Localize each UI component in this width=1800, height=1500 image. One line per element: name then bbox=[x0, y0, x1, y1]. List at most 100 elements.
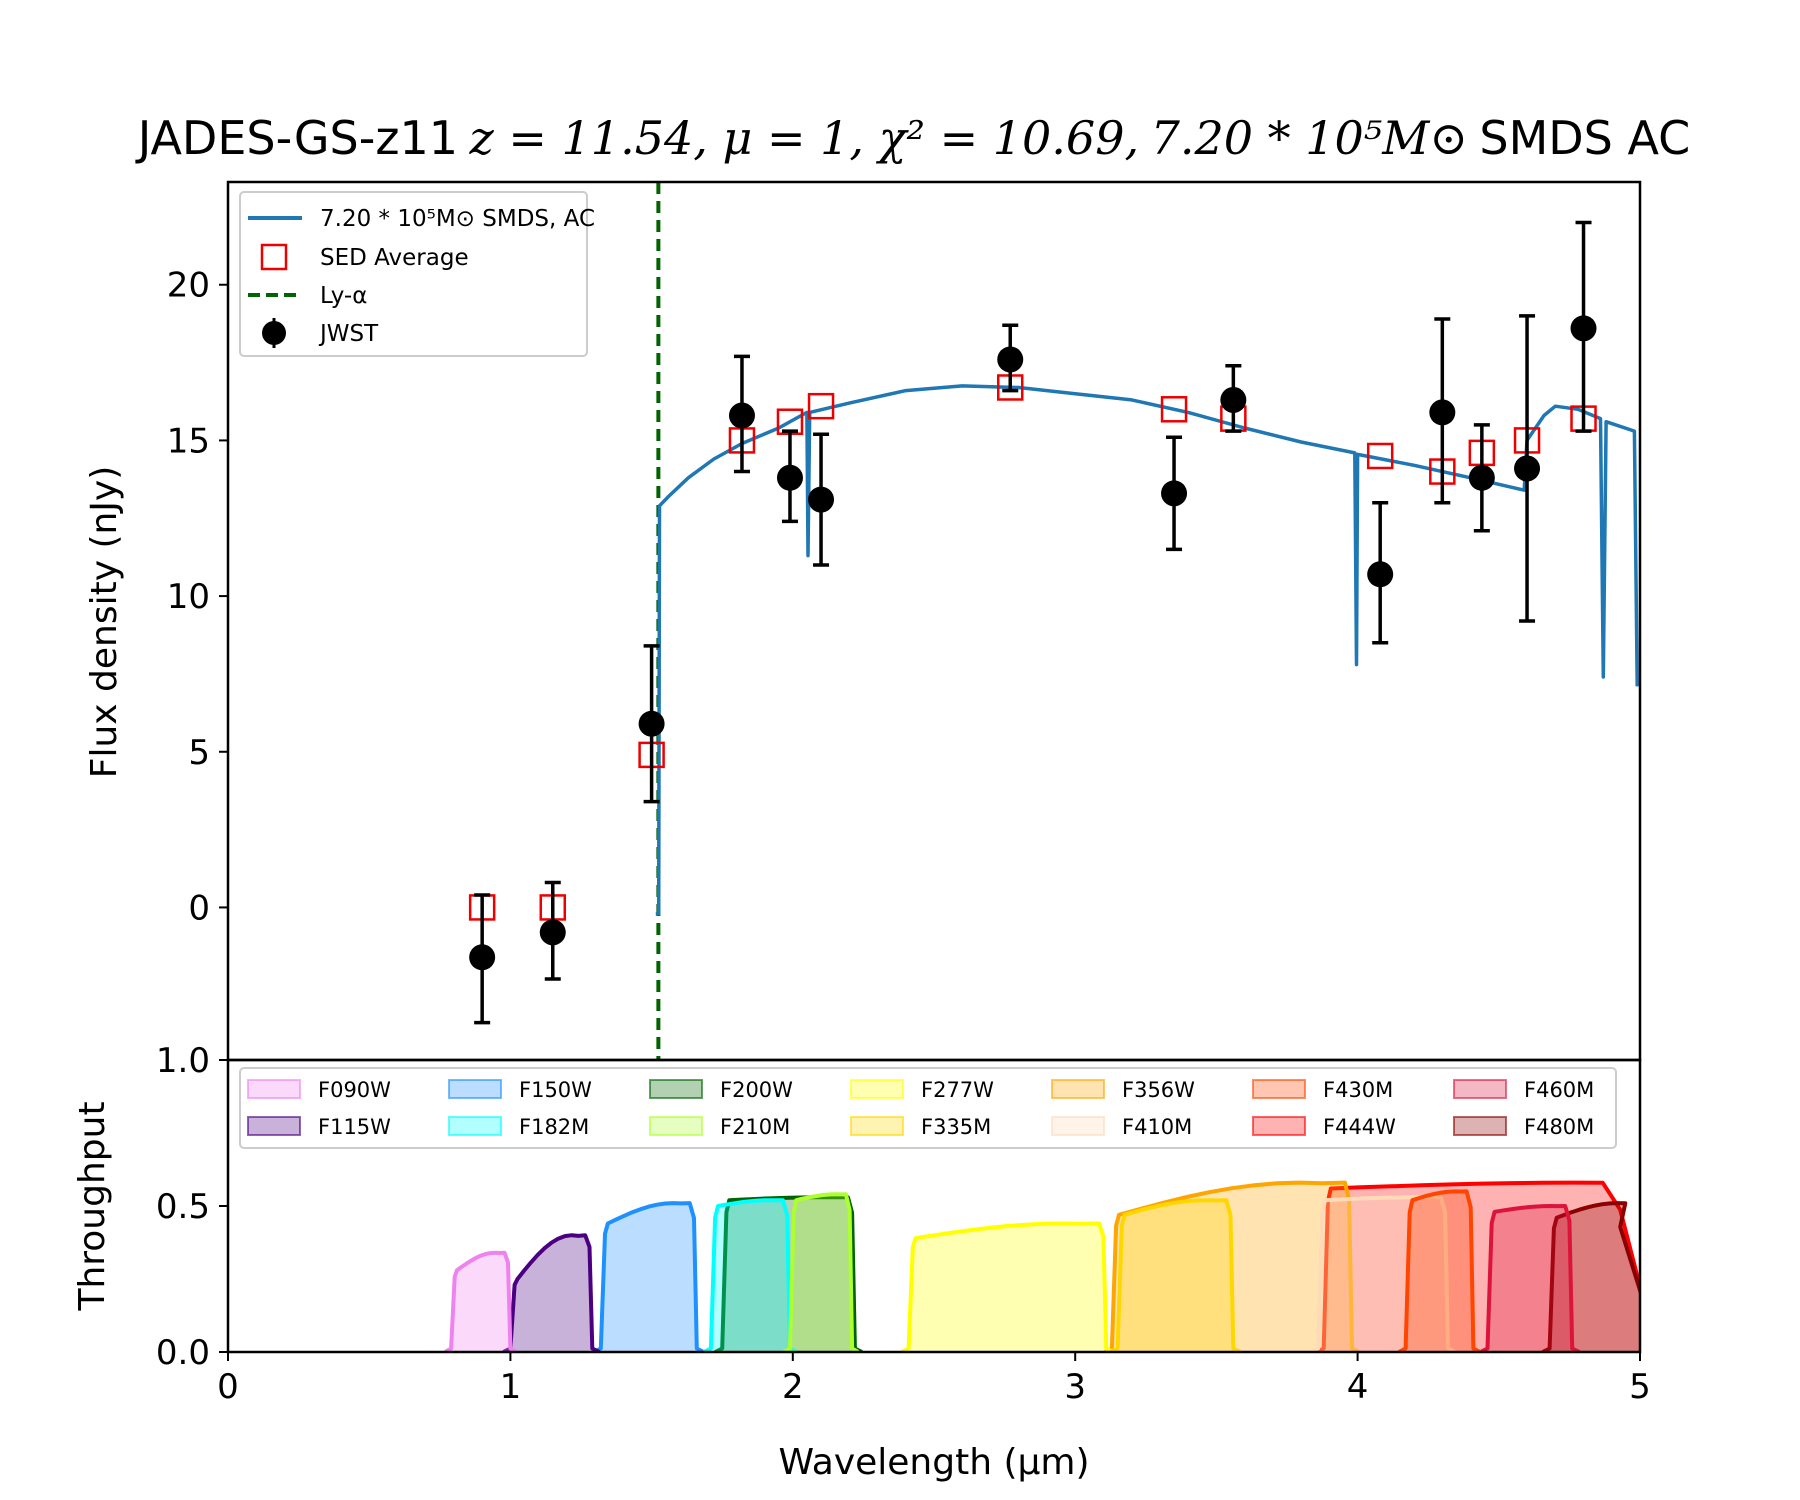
y-tick-label-top: 5 bbox=[188, 733, 210, 773]
jwst-point bbox=[1429, 399, 1456, 426]
filter-area-f150w bbox=[593, 1203, 704, 1352]
filter-area-f460m bbox=[1480, 1206, 1580, 1352]
filter-legend-swatch bbox=[448, 1079, 502, 1099]
x-tick-label: 2 bbox=[782, 1367, 804, 1407]
chart-title: JADES-GS-z11 z = 11.54, μ = 1, χ² = 10.6… bbox=[135, 111, 1691, 165]
filter-area-f480m bbox=[1542, 1203, 1640, 1352]
legend-jwst-marker bbox=[262, 321, 286, 345]
filter-area-f444w bbox=[1316, 1182, 1640, 1352]
title-object: JADES-GS-z11 bbox=[135, 111, 458, 165]
jwst-point bbox=[1161, 480, 1188, 507]
filter-area-f210m bbox=[783, 1194, 859, 1352]
y-tick-label-bottom: 0.5 bbox=[156, 1187, 210, 1227]
filter-area-f335m bbox=[1110, 1200, 1241, 1352]
jwst-point bbox=[638, 710, 665, 737]
filter-legend-label: F480M bbox=[1524, 1115, 1594, 1139]
x-tick-label: 3 bbox=[1064, 1367, 1086, 1407]
sed-average-marker bbox=[1160, 396, 1188, 423]
y-axis-label-bottom: Throughput bbox=[72, 1101, 113, 1311]
x-tick-label: 1 bbox=[500, 1367, 522, 1407]
filter-legend-label: F182M bbox=[519, 1115, 589, 1139]
filter-legend-label: F150W bbox=[519, 1078, 592, 1102]
title-mass: 7.20 * 10⁵M⊙ bbox=[1151, 111, 1468, 165]
filter-legend-swatch bbox=[649, 1079, 703, 1099]
filter-curve-f480m bbox=[1541, 1201, 1640, 1352]
filter-area-f277w bbox=[901, 1223, 1114, 1352]
filter-curve-f115w bbox=[502, 1233, 601, 1352]
filter-area-f430m bbox=[1398, 1191, 1481, 1352]
title-model: SMDS AC bbox=[1479, 111, 1690, 165]
filter-legend-swatch bbox=[1453, 1079, 1507, 1099]
legend-jwst-label: JWST bbox=[318, 321, 379, 347]
jwst-point bbox=[1220, 386, 1247, 413]
filter-area-f182m bbox=[703, 1200, 797, 1352]
filter-legend-swatch bbox=[247, 1079, 301, 1099]
jwst-point bbox=[1570, 315, 1597, 342]
filter-curve-f335m bbox=[1109, 1198, 1242, 1352]
x-tick-label: 4 bbox=[1347, 1367, 1369, 1407]
jwst-point bbox=[776, 464, 803, 491]
filter-curve-f356w bbox=[1104, 1180, 1360, 1352]
filter-curve-f460m bbox=[1479, 1204, 1581, 1352]
filter-legend-frame bbox=[239, 1067, 1617, 1149]
filter-legend-label: F444W bbox=[1323, 1115, 1396, 1139]
title-fit: z = 11.54, μ = 1, χ² = 10.69, bbox=[469, 111, 1140, 165]
filter-curve-f444w bbox=[1315, 1180, 1640, 1352]
y-tick-label-bottom: 1.0 bbox=[156, 1041, 210, 1081]
filter-curve-f210m bbox=[782, 1192, 860, 1352]
legend-model-label: 7.20 * 10⁵M⊙ SMDS, AC bbox=[320, 206, 595, 232]
filter-legend-label: F460M bbox=[1524, 1078, 1594, 1102]
filter-legend-label: F356W bbox=[1122, 1078, 1195, 1102]
filter-area-f410m bbox=[1311, 1197, 1455, 1352]
y-tick-label-top: 10 bbox=[167, 577, 210, 617]
jwst-point bbox=[808, 486, 835, 513]
x-tick-label: 5 bbox=[1629, 1367, 1651, 1407]
filter-legend-label: F335M bbox=[921, 1115, 991, 1139]
x-tick-label: 0 bbox=[217, 1367, 239, 1407]
filter-legend-swatch bbox=[1051, 1116, 1105, 1136]
jwst-point bbox=[997, 346, 1024, 373]
jwst-point bbox=[728, 402, 755, 429]
filter-legend-swatch bbox=[448, 1116, 502, 1136]
filter-legend-label: F200W bbox=[720, 1078, 793, 1102]
filter-legend-label: F210M bbox=[720, 1115, 790, 1139]
filter-legend-swatch bbox=[649, 1116, 703, 1136]
filter-legend-label: F090W bbox=[318, 1078, 391, 1102]
legend-lya-label: Ly-α bbox=[320, 283, 367, 309]
filter-legend-label: F277W bbox=[921, 1078, 994, 1102]
filter-curve-f430m bbox=[1397, 1189, 1482, 1352]
filter-legend-label: F430M bbox=[1323, 1078, 1393, 1102]
jwst-point bbox=[1514, 455, 1541, 482]
filter-legend-swatch bbox=[850, 1079, 904, 1099]
y-axis-label-top: Flux density (nJy) bbox=[84, 466, 125, 779]
y-tick-label-top: 0 bbox=[188, 888, 210, 928]
filter-legend: F090W F115W F150W F182M F200W F210M F277W F335M… bbox=[239, 1067, 1617, 1149]
y-tick-label-bottom: 0.0 bbox=[156, 1333, 210, 1373]
jwst-point bbox=[539, 919, 566, 946]
filter-legend-label: F410M bbox=[1122, 1115, 1192, 1139]
filter-legend-swatch bbox=[247, 1116, 301, 1136]
sed-average-marker bbox=[807, 392, 835, 420]
y-tick-label-top: 20 bbox=[167, 266, 210, 306]
filter-legend-swatch bbox=[1453, 1116, 1507, 1136]
legend-sed-label: SED Average bbox=[320, 245, 469, 271]
jwst-point bbox=[469, 944, 496, 971]
sed-average-marker bbox=[1366, 442, 1394, 470]
filter-area-f090w bbox=[445, 1252, 517, 1352]
filter-area-f115w bbox=[503, 1235, 600, 1352]
filter-legend-swatch bbox=[850, 1116, 904, 1136]
jwst-point bbox=[1468, 464, 1495, 491]
filter-curve-f150w bbox=[592, 1201, 705, 1352]
filter-legend-swatch bbox=[1252, 1116, 1306, 1136]
filter-curve-f090w bbox=[444, 1250, 518, 1352]
filter-legend-swatch bbox=[1051, 1079, 1105, 1099]
legend-sed-swatch bbox=[260, 243, 288, 271]
jwst-point bbox=[1367, 561, 1394, 588]
y-tick-label-top: 15 bbox=[167, 421, 210, 461]
filter-legend-swatch bbox=[1252, 1079, 1306, 1099]
x-axis-label: Wavelength (μm) bbox=[778, 1442, 1089, 1483]
filter-legend-label: F115W bbox=[318, 1115, 391, 1139]
filter-curve-f182m bbox=[702, 1198, 798, 1352]
filter-curve-f410m bbox=[1310, 1195, 1456, 1352]
